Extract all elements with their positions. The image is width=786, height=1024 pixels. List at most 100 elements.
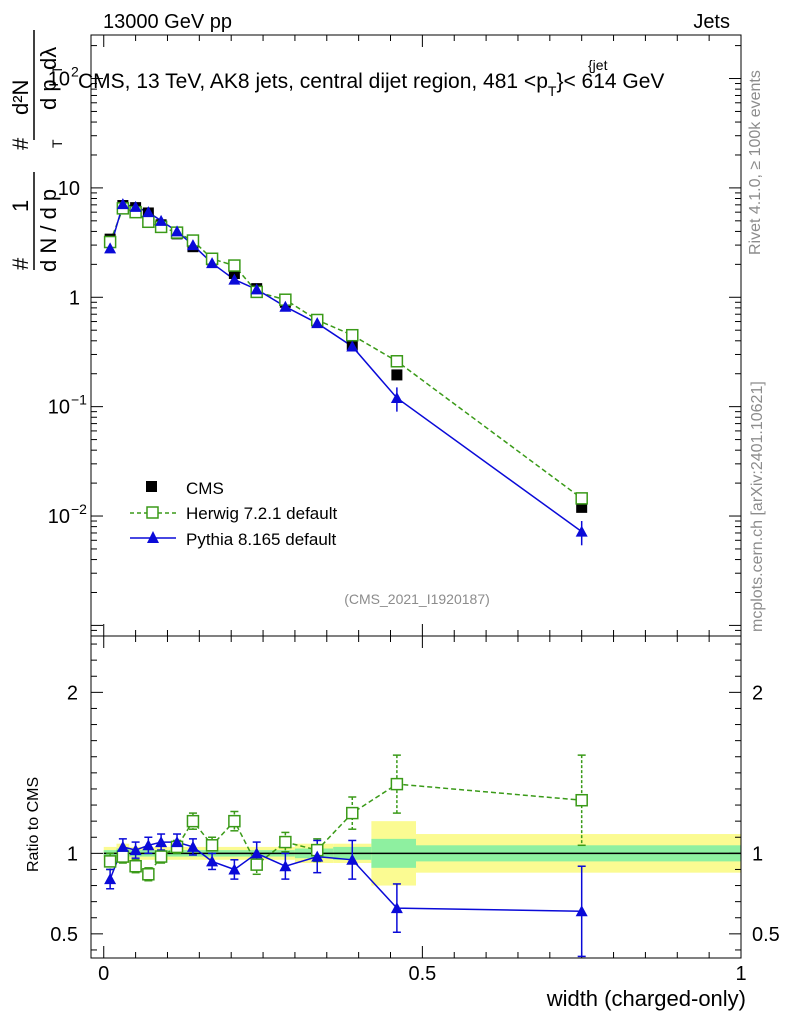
- ylabel-dpt: d p: [36, 79, 61, 110]
- x-axis-label: width (charged-only): [546, 986, 746, 1011]
- ratio-xtick-label-1: 0.5: [408, 963, 436, 985]
- cms-point-13: [391, 369, 403, 381]
- legend-herwig-label: Herwig 7.2.1 default: [186, 504, 337, 523]
- title-sub: T: [548, 83, 557, 99]
- rivet-label: Rivet 4.1.0, ≥ 100k events: [747, 70, 764, 255]
- ratio-pythia-point-9: [250, 847, 263, 859]
- ylabel-dl: dλ: [36, 47, 61, 70]
- ratio-pythia-point-12: [346, 853, 359, 865]
- svg-text:CMS, 13 TeV, AK8 jets, central: CMS, 13 TeV, AK8 jets, central dijet reg…: [78, 70, 664, 99]
- ylabel-d2n: d²N: [8, 80, 33, 115]
- herwig-line: [109, 207, 583, 500]
- herwig-point-13: [390, 355, 404, 368]
- ratio-pythia-point-8: [228, 863, 241, 875]
- main-ytick-label-0: 10: [48, 506, 70, 528]
- ratio-ytick-label-left-1: 1: [67, 843, 78, 865]
- ratio-ytick-label-right-2: 2: [752, 682, 763, 704]
- cms-point-14: [576, 501, 588, 513]
- ratio-herwig-point-1: [116, 850, 130, 863]
- herwig-point-14: [575, 492, 588, 505]
- cms-point-8: [228, 267, 240, 279]
- ylabel-t1: T: [49, 139, 65, 148]
- pythia-point-7: [206, 257, 219, 269]
- pythia-point-10: [279, 300, 292, 312]
- legend-pythia-marker: [147, 531, 159, 543]
- data-layer: [103, 198, 588, 958]
- legend-cms-marker: [146, 481, 157, 492]
- ratio-herwig-point-14: [575, 793, 588, 807]
- ratio-xtick-label-2: 1: [735, 963, 746, 985]
- ylabel-dn: d N / d p: [36, 189, 61, 272]
- ratio-herwig-point-2: [129, 859, 142, 873]
- ratio-pythia-point-7: [206, 855, 219, 867]
- pythia-point-12: [346, 340, 359, 352]
- ratio-frame: [90, 635, 742, 959]
- ratio-band: [103, 821, 741, 886]
- pythia-point-13: [390, 391, 403, 403]
- ratio-herwig-point-8: [228, 814, 241, 828]
- header-left: 13000 GeV pp: [103, 11, 232, 33]
- pythia-point-11: [311, 317, 324, 329]
- pythia-point-1: [116, 198, 129, 210]
- ratio-pythia-point-0: [104, 873, 117, 885]
- ratio-herwig-point-9: [250, 858, 263, 871]
- ratio-pythia-point-14: [575, 905, 588, 917]
- main-ytick-label-1: 10: [48, 397, 70, 419]
- ratio-ytick-label-left-2: 2: [67, 682, 78, 704]
- header-right: Jets: [693, 11, 730, 33]
- legend: CMS Herwig 7.2.1 default Pythia 8.165 de…: [130, 479, 337, 549]
- ratio-herwig-point-7: [205, 839, 219, 852]
- title-sup: {jet: [588, 57, 608, 73]
- main-ytick-label-4: 10: [48, 69, 70, 91]
- plot-title: CMS, 13 TeV, AK8 jets, central dijet reg…: [78, 57, 664, 99]
- ratio-herwig-point-6: [186, 814, 200, 828]
- ratio-pythia-point-10: [279, 860, 292, 872]
- main-ytick-label-3: 10: [58, 178, 80, 200]
- ratio-pythia-point-4: [155, 836, 168, 848]
- main-ytick-label-2: 1: [69, 287, 80, 309]
- main-ylabel: # 1 d N / d p T # d²N d p T dλ: [8, 30, 65, 272]
- pythia-point-4: [155, 214, 168, 226]
- ylabel-hash-2: #: [8, 137, 33, 150]
- herwig-point-12: [346, 328, 359, 342]
- ylabel-hash-1: #: [8, 257, 33, 270]
- ratio-pythia-point-6: [186, 840, 199, 852]
- title-prefix: CMS, 13 TeV, AK8 jets, central dijet reg…: [78, 70, 548, 93]
- main-ytick-exp-1: −1: [71, 392, 87, 408]
- main-ytick-exp-4: 2: [71, 64, 79, 80]
- ratio-pythia-point-5: [171, 836, 184, 848]
- pythia-point-6: [186, 239, 199, 251]
- ratio-xtick-label-0: 0: [98, 963, 109, 985]
- mcplots-label: mcplots.cern.ch [arXiv:2401.10621]: [749, 381, 766, 632]
- ratio-ytick-label-right-0: 0.5: [752, 924, 780, 946]
- ratio-pythia-point-3: [142, 839, 155, 851]
- pythia-point-9: [250, 283, 263, 295]
- ratio-ylabel: Ratio to CMS: [25, 777, 42, 872]
- pythia-point-3: [142, 206, 155, 218]
- legend-cms-label: CMS: [186, 479, 224, 498]
- ratio-pythia-point-13: [390, 902, 403, 914]
- legend-herwig-marker: [146, 506, 159, 519]
- herwig-point-8: [228, 259, 241, 272]
- herwig-point-3: [142, 215, 155, 229]
- ratio-herwig-point-12: [346, 806, 359, 820]
- pythia-point-14: [575, 525, 588, 537]
- ratio-ytick-label-right-1: 1: [752, 843, 763, 865]
- ratio-pythia-point-2: [129, 844, 142, 856]
- pythia-line: [109, 203, 583, 533]
- legend-pythia-label: Pythia 8.165 default: [186, 530, 337, 549]
- ratio-herwig-point-0: [103, 855, 117, 868]
- pythia-point-2: [129, 200, 142, 212]
- ylabel-t2: T: [49, 65, 65, 74]
- ratio-pythia-point-1: [116, 840, 129, 852]
- pythia-point-0: [104, 242, 117, 254]
- ratio-herwig-point-3: [142, 868, 155, 881]
- ratio-herwig-point-4: [154, 850, 168, 863]
- ratio-ytick-label-left-0: 0.5: [50, 924, 78, 946]
- pythia-point-5: [171, 225, 184, 237]
- pythia-point-8: [228, 273, 241, 285]
- main-ytick-exp-0: −2: [71, 501, 87, 517]
- title-suffix: }< 614 GeV: [556, 70, 664, 93]
